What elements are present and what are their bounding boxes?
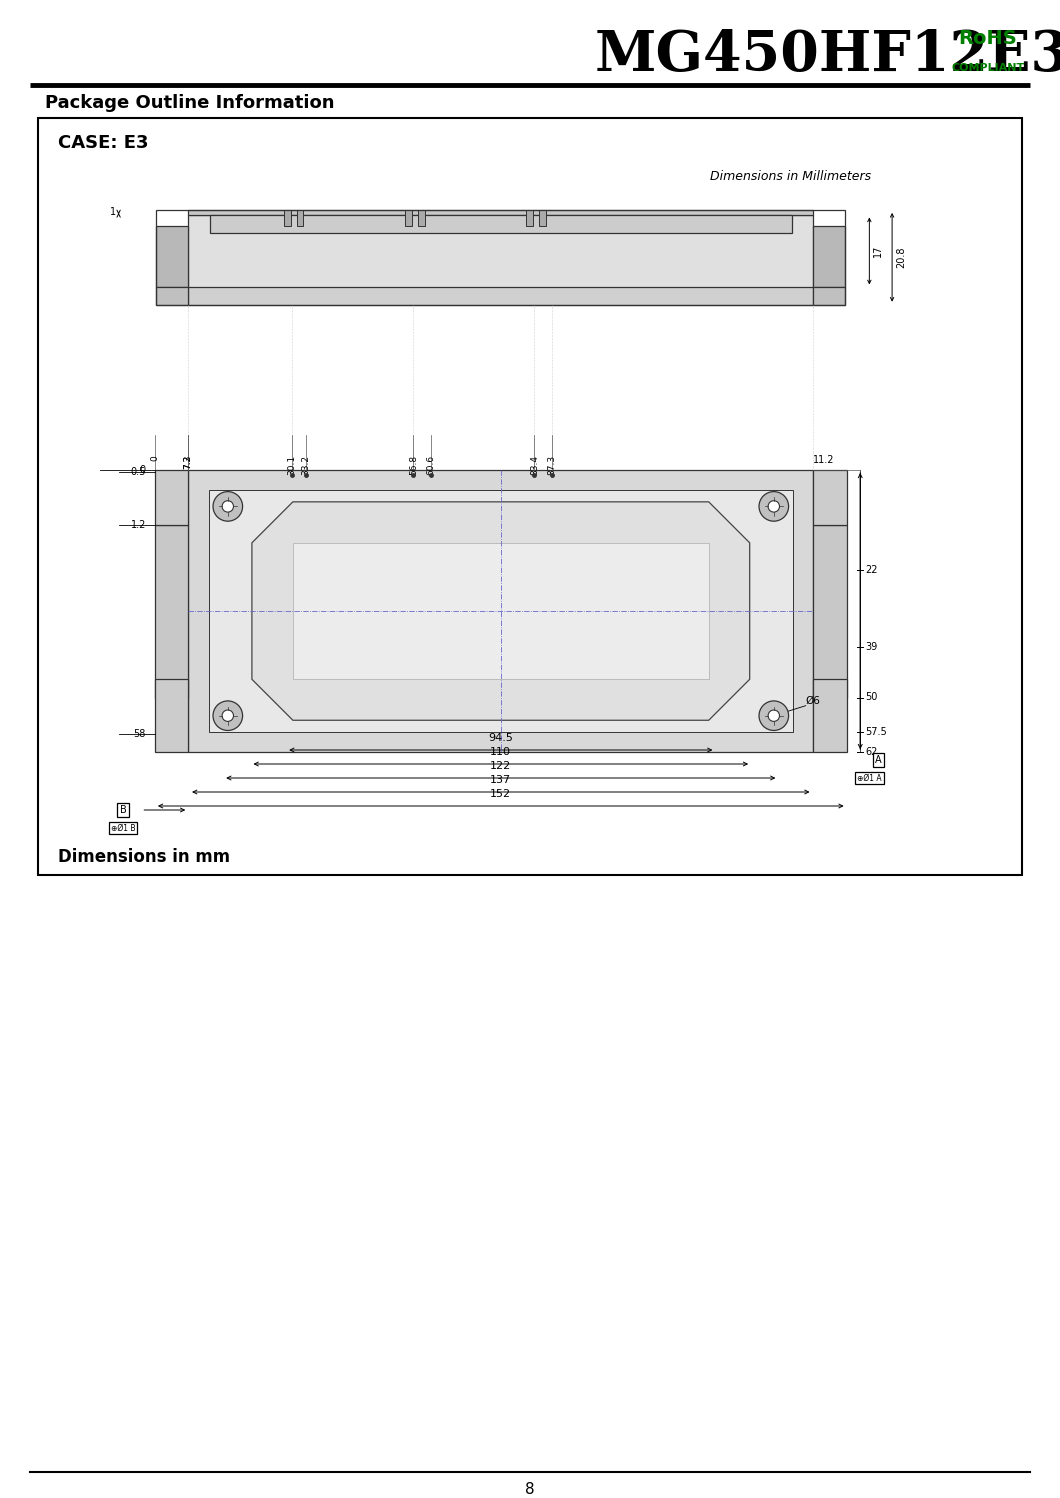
Text: 110: 110 bbox=[491, 748, 511, 756]
Bar bbox=[284, 210, 290, 226]
Bar bbox=[293, 542, 709, 679]
Text: 58: 58 bbox=[134, 730, 146, 739]
Bar bbox=[155, 470, 189, 524]
Bar bbox=[189, 214, 813, 288]
Text: ⊕Ø1 A: ⊕Ø1 A bbox=[858, 773, 882, 782]
Text: CASE: E3: CASE: E3 bbox=[58, 133, 148, 151]
Text: 87.3: 87.3 bbox=[548, 455, 556, 475]
Text: 1: 1 bbox=[109, 207, 116, 217]
Text: 83.4: 83.4 bbox=[530, 455, 538, 475]
Bar bbox=[418, 210, 425, 226]
Bar bbox=[157, 288, 189, 304]
Circle shape bbox=[213, 701, 243, 731]
Bar bbox=[526, 210, 533, 226]
Bar bbox=[540, 210, 546, 226]
Circle shape bbox=[223, 710, 233, 722]
Text: Dimensions in Millimeters: Dimensions in Millimeters bbox=[710, 171, 871, 183]
Bar bbox=[813, 470, 847, 524]
Text: Package Outline Information: Package Outline Information bbox=[45, 94, 335, 112]
Text: RoHS: RoHS bbox=[958, 28, 1017, 48]
Bar bbox=[209, 490, 793, 731]
Bar bbox=[405, 210, 412, 226]
Text: 8: 8 bbox=[525, 1483, 535, 1498]
Text: 0: 0 bbox=[151, 455, 159, 461]
Text: 152: 152 bbox=[490, 789, 511, 798]
Text: 0.5: 0.5 bbox=[130, 467, 146, 478]
Bar bbox=[189, 470, 813, 752]
Bar bbox=[189, 226, 813, 304]
Bar bbox=[813, 679, 847, 752]
Text: 17: 17 bbox=[873, 244, 883, 258]
Text: 30.1: 30.1 bbox=[287, 455, 297, 475]
Bar bbox=[189, 210, 813, 214]
Circle shape bbox=[213, 491, 243, 521]
Bar bbox=[210, 214, 792, 232]
Text: 7.2: 7.2 bbox=[183, 455, 192, 469]
Bar bbox=[813, 226, 845, 288]
Text: Dimensions in mm: Dimensions in mm bbox=[58, 848, 230, 866]
Text: 33.2: 33.2 bbox=[301, 455, 311, 475]
Text: 7.3: 7.3 bbox=[183, 455, 193, 469]
Bar bbox=[157, 210, 845, 304]
Text: 56.8: 56.8 bbox=[409, 455, 418, 475]
Bar bbox=[813, 524, 847, 698]
Bar bbox=[38, 118, 1022, 875]
Bar bbox=[155, 679, 189, 752]
Text: 62: 62 bbox=[865, 748, 878, 756]
Circle shape bbox=[223, 500, 233, 512]
Text: 1.2: 1.2 bbox=[130, 520, 146, 530]
Text: A: A bbox=[876, 755, 882, 765]
Text: 11.2: 11.2 bbox=[813, 455, 834, 464]
Circle shape bbox=[759, 491, 789, 521]
Circle shape bbox=[759, 701, 789, 731]
Text: 57.5: 57.5 bbox=[865, 727, 887, 737]
Text: MG450HF12E3: MG450HF12E3 bbox=[595, 27, 1060, 82]
Circle shape bbox=[768, 710, 779, 722]
Bar bbox=[297, 210, 303, 226]
Text: 94.5: 94.5 bbox=[489, 733, 513, 743]
Text: 122: 122 bbox=[490, 761, 511, 771]
Polygon shape bbox=[252, 502, 749, 721]
Circle shape bbox=[768, 500, 779, 512]
Text: 20.8: 20.8 bbox=[896, 247, 906, 268]
Text: 50: 50 bbox=[865, 692, 878, 703]
Text: 60.6: 60.6 bbox=[426, 455, 436, 475]
Bar bbox=[155, 524, 189, 698]
Text: 22: 22 bbox=[865, 565, 878, 575]
Text: ⊕Ø1 B: ⊕Ø1 B bbox=[111, 824, 136, 833]
Bar bbox=[157, 226, 189, 288]
Text: Ø6: Ø6 bbox=[806, 695, 820, 706]
Text: 39: 39 bbox=[865, 643, 878, 653]
Text: COMPLIANT: COMPLIANT bbox=[952, 63, 1025, 73]
Text: 0: 0 bbox=[140, 464, 146, 475]
Bar bbox=[813, 288, 845, 304]
Text: B: B bbox=[120, 804, 126, 815]
Text: 137: 137 bbox=[490, 774, 511, 785]
